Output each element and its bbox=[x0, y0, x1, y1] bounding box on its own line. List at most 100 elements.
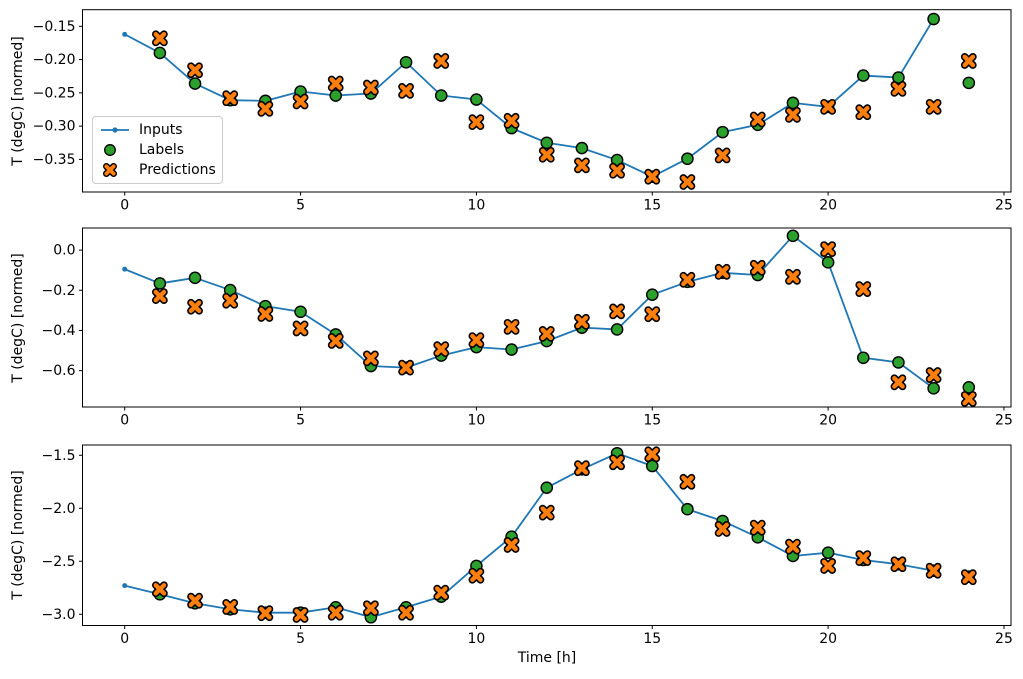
label-point bbox=[645, 459, 659, 473]
prediction-point bbox=[327, 333, 344, 349]
subplot-2: 0 5 10 15 20 25 0.0 −0.2 −0.4 −0.6 bbox=[42, 227, 1013, 429]
prediction-point bbox=[151, 30, 168, 47]
axes-frame bbox=[82, 444, 1012, 626]
prediction-point bbox=[749, 111, 766, 128]
label-point bbox=[575, 141, 589, 155]
prediction-point bbox=[960, 53, 977, 69]
label-point bbox=[153, 277, 167, 290]
prediction-point bbox=[855, 550, 872, 566]
prediction-point bbox=[609, 303, 625, 320]
prediction-point bbox=[855, 104, 872, 121]
prediction-point bbox=[679, 473, 696, 490]
prediction-point bbox=[257, 100, 274, 117]
prediction-point bbox=[785, 538, 801, 555]
y-tick-label: −1.5 bbox=[42, 448, 76, 464]
prediction-point bbox=[503, 537, 520, 553]
prediction-point bbox=[785, 106, 801, 123]
prediction-point bbox=[222, 292, 239, 309]
prediction-point bbox=[222, 90, 239, 107]
prediction-point bbox=[468, 567, 485, 584]
label-point bbox=[540, 136, 554, 150]
label-point bbox=[786, 96, 800, 110]
prediction-point bbox=[960, 569, 977, 586]
prediction-point bbox=[609, 162, 625, 179]
y-tick-label: −0.30 bbox=[33, 119, 76, 135]
y-tick-label: −0.25 bbox=[33, 85, 76, 101]
label-point bbox=[470, 93, 483, 106]
prediction-point bbox=[398, 604, 414, 621]
prediction-point bbox=[257, 306, 274, 322]
prediction-point bbox=[644, 168, 661, 185]
prediction-point bbox=[538, 146, 555, 163]
inputs-line bbox=[124, 234, 935, 390]
axes-frame bbox=[82, 9, 1012, 193]
prediction-point bbox=[151, 581, 168, 598]
prediction-point bbox=[960, 391, 977, 407]
legend: Inputs Labels Predictions bbox=[92, 116, 223, 184]
prediction-point bbox=[257, 605, 274, 622]
prediction-point bbox=[187, 62, 203, 79]
prediction-point bbox=[398, 359, 414, 376]
label-point bbox=[399, 55, 413, 69]
label-point bbox=[892, 71, 905, 84]
prediction-point bbox=[187, 592, 203, 609]
label-point bbox=[856, 69, 870, 82]
y-axis-label-subplot-1: T (degC) [normed] bbox=[10, 36, 26, 166]
x-tick-label: 5 bbox=[296, 631, 305, 647]
prediction-point bbox=[714, 263, 731, 280]
y-tick-label: −0.35 bbox=[33, 152, 76, 168]
label-point bbox=[856, 351, 870, 365]
x-tick-label: 0 bbox=[120, 198, 129, 214]
y-tick-label: −0.2 bbox=[42, 283, 76, 299]
subplot-1: 0 5 10 15 20 25 −0.15 −0.20 −0.25 −0.30 −0.35 bbox=[33, 9, 1013, 214]
prediction-point bbox=[925, 367, 942, 383]
y-tick-label: 0.0 bbox=[53, 243, 75, 259]
label-point bbox=[927, 382, 940, 395]
x-tick-label: 10 bbox=[467, 413, 485, 429]
legend-item-inputs: Inputs bbox=[100, 121, 215, 140]
prediction-point bbox=[644, 306, 661, 323]
x-tick-label: 15 bbox=[643, 413, 661, 429]
x-tick-label: 0 bbox=[120, 413, 129, 429]
prediction-point bbox=[433, 584, 450, 601]
x-tick-label: 5 bbox=[296, 198, 305, 214]
y-tick-label: −2.5 bbox=[42, 554, 76, 570]
y-axis-label-subplot-3: T (degC) [normed] bbox=[10, 470, 26, 600]
label-point bbox=[610, 323, 624, 336]
label-point bbox=[716, 125, 729, 139]
x-tick-label: 25 bbox=[995, 631, 1013, 647]
label-point bbox=[645, 288, 659, 301]
prediction-point bbox=[609, 454, 625, 471]
prediction-point bbox=[503, 318, 520, 335]
label-point bbox=[681, 502, 694, 516]
label-point bbox=[540, 481, 554, 495]
label-point bbox=[681, 152, 694, 166]
x-tick-label: 20 bbox=[819, 413, 837, 429]
inputs-line bbox=[124, 18, 935, 178]
prediction-point bbox=[362, 350, 379, 367]
input-point bbox=[122, 31, 128, 37]
label-point bbox=[786, 229, 800, 243]
label-point bbox=[821, 546, 835, 559]
prediction-point bbox=[890, 374, 907, 391]
label-point bbox=[505, 343, 518, 356]
prediction-point bbox=[644, 446, 661, 463]
prediction-point bbox=[362, 79, 379, 96]
input-point bbox=[122, 583, 128, 589]
x-tick-label: 15 bbox=[643, 198, 661, 214]
prediction-point bbox=[820, 558, 837, 574]
prediction-point bbox=[574, 460, 590, 477]
input-point bbox=[122, 266, 128, 272]
inputs-line bbox=[124, 452, 934, 619]
prediction-point bbox=[679, 174, 696, 190]
prediction-point bbox=[925, 562, 942, 579]
y-tick-label: −0.4 bbox=[42, 323, 76, 339]
predictions-x-icon bbox=[103, 163, 118, 177]
label-point bbox=[892, 356, 905, 369]
x-tick-label: 20 bbox=[819, 198, 837, 214]
label-point bbox=[434, 89, 448, 102]
legend-label-inputs: Inputs bbox=[139, 122, 183, 138]
legend-label-predictions: Predictions bbox=[139, 162, 216, 178]
